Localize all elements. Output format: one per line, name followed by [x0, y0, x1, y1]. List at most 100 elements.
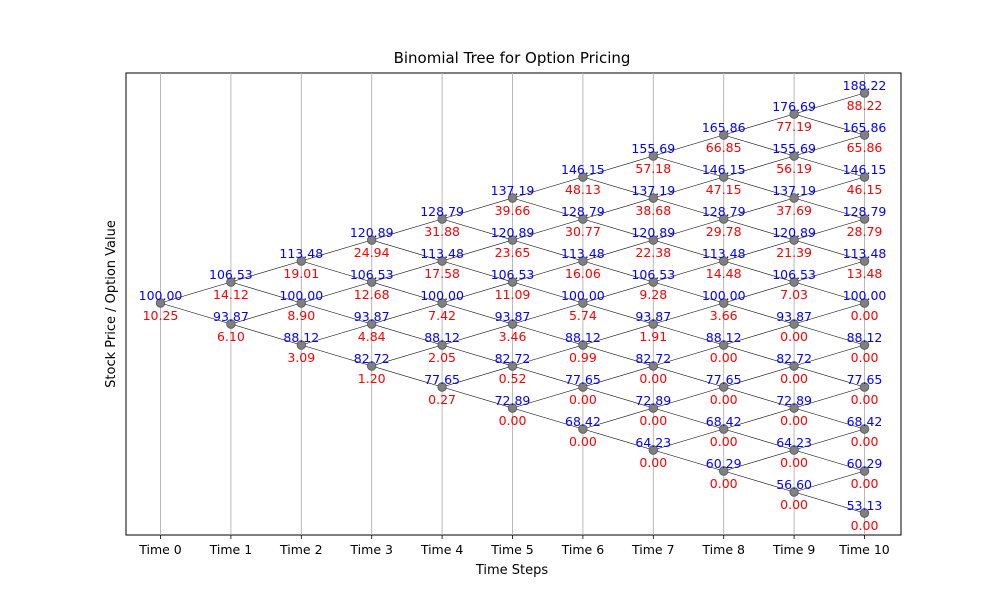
stock-price-label: 113.48	[843, 246, 887, 261]
stock-price-label: 82.72	[495, 351, 531, 366]
option-value-label: 66.85	[706, 140, 742, 155]
option-value-label: 0.00	[499, 413, 527, 428]
x-axis-label: Time Steps	[475, 563, 549, 578]
stock-price-label: 72.89	[776, 393, 812, 408]
stock-price-label: 165.86	[702, 120, 746, 135]
option-value-label: 17.58	[424, 266, 460, 281]
stock-price-label: 88.12	[283, 330, 319, 345]
option-value-label: 0.00	[710, 350, 738, 365]
option-value-label: 0.52	[499, 371, 527, 386]
option-value-label: 0.00	[851, 392, 879, 407]
x-tick-label-0: Time 0	[138, 542, 182, 557]
option-value-label: 0.27	[428, 392, 456, 407]
stock-price-label: 146.15	[702, 162, 746, 177]
option-value-label: 1.91	[639, 329, 667, 344]
stock-price-label: 56.60	[776, 477, 812, 492]
x-tick-label-9: Time 9	[772, 542, 816, 557]
stock-price-label: 72.89	[635, 393, 671, 408]
option-value-label: 0.00	[851, 434, 879, 449]
stock-price-label: 77.65	[424, 372, 460, 387]
stock-price-label: 176.69	[772, 99, 816, 114]
option-value-label: 0.00	[851, 308, 879, 323]
stock-price-label: 88.12	[424, 330, 460, 345]
stock-price-label: 106.53	[491, 267, 535, 282]
stock-price-label: 120.89	[491, 225, 535, 240]
option-value-label: 0.00	[851, 518, 879, 533]
option-value-label: 3.46	[499, 329, 527, 344]
x-tick-label-5: Time 5	[490, 542, 534, 557]
stock-price-label: 100.00	[139, 288, 183, 303]
stock-price-label: 68.42	[847, 414, 883, 429]
option-value-label: 2.05	[428, 350, 456, 365]
option-value-label: 65.86	[847, 140, 883, 155]
option-value-label: 46.15	[847, 182, 883, 197]
stock-price-label: 100.00	[561, 288, 605, 303]
option-value-label: 39.66	[495, 203, 531, 218]
stock-price-label: 82.72	[635, 351, 671, 366]
x-tick-label-6: Time 6	[561, 542, 605, 557]
stock-price-label: 146.15	[843, 162, 887, 177]
stock-price-label: 106.53	[209, 267, 253, 282]
stock-price-label: 128.79	[561, 204, 605, 219]
stock-price-label: 100.00	[279, 288, 323, 303]
stock-price-label: 64.23	[776, 435, 812, 450]
option-value-label: 0.00	[851, 350, 879, 365]
option-value-label: 0.00	[639, 371, 667, 386]
option-value-label: 5.74	[569, 308, 597, 323]
option-value-label: 10.25	[143, 308, 179, 323]
x-tick-label-3: Time 3	[349, 542, 393, 557]
option-value-label: 13.48	[847, 266, 883, 281]
option-value-label: 24.94	[354, 245, 390, 260]
stock-price-label: 106.53	[772, 267, 816, 282]
stock-price-label: 93.87	[776, 309, 812, 324]
stock-price-label: 137.19	[772, 183, 816, 198]
x-tick-label-7: Time 7	[631, 542, 675, 557]
stock-price-label: 155.69	[772, 141, 816, 156]
stock-price-label: 106.53	[631, 267, 675, 282]
stock-price-label: 100.00	[843, 288, 887, 303]
option-value-label: 0.00	[851, 476, 879, 491]
stock-price-label: 68.42	[565, 414, 601, 429]
option-value-label: 0.00	[710, 392, 738, 407]
stock-price-label: 100.00	[702, 288, 746, 303]
option-value-label: 47.15	[706, 182, 742, 197]
option-value-label: 7.42	[428, 308, 456, 323]
option-value-label: 21.39	[776, 245, 812, 260]
option-value-label: 3.09	[287, 350, 315, 365]
stock-price-label: 77.65	[706, 372, 742, 387]
option-value-label: 14.12	[213, 287, 249, 302]
option-value-label: 23.65	[495, 245, 531, 260]
stock-price-label: 93.87	[354, 309, 390, 324]
option-value-label: 0.00	[569, 434, 597, 449]
stock-price-label: 82.72	[354, 351, 390, 366]
x-tick-label-8: Time 8	[701, 542, 745, 557]
stock-price-label: 93.87	[213, 309, 249, 324]
option-value-label: 0.00	[710, 476, 738, 491]
option-value-label: 38.68	[635, 203, 671, 218]
x-tick-label-10: Time 10	[838, 542, 890, 557]
option-value-label: 19.01	[283, 266, 319, 281]
option-value-label: 4.84	[358, 329, 386, 344]
stock-price-label: 60.29	[847, 456, 883, 471]
option-value-label: 30.77	[565, 224, 601, 239]
option-value-label: 57.18	[635, 161, 671, 176]
chart-title: Binomial Tree for Option Pricing	[394, 49, 631, 67]
stock-price-label: 72.89	[495, 393, 531, 408]
stock-price-label: 146.15	[561, 162, 605, 177]
stock-price-label: 120.89	[772, 225, 816, 240]
option-value-label: 1.20	[358, 371, 386, 386]
grid-lines	[161, 73, 865, 535]
stock-price-label: 165.86	[843, 120, 887, 135]
x-tick-label-4: Time 4	[420, 542, 464, 557]
option-value-label: 6.10	[217, 329, 245, 344]
stock-price-label: 188.22	[843, 78, 887, 93]
stock-price-label: 155.69	[631, 141, 675, 156]
option-value-label: 0.00	[780, 455, 808, 470]
option-value-label: 14.48	[706, 266, 742, 281]
option-value-label: 0.00	[780, 413, 808, 428]
stock-price-label: 100.00	[420, 288, 464, 303]
stock-price-label: 113.48	[279, 246, 323, 261]
stock-price-label: 137.19	[631, 183, 675, 198]
stock-price-label: 128.79	[702, 204, 746, 219]
